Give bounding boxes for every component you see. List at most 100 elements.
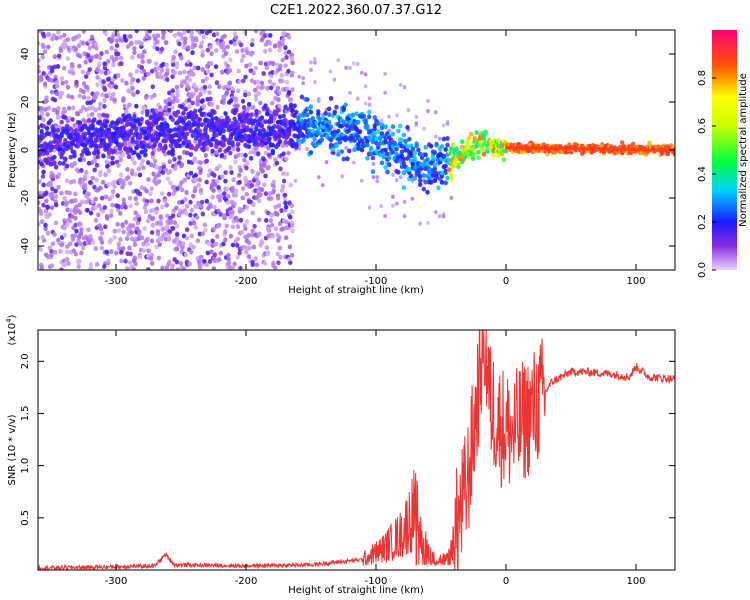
spectrogram-cell xyxy=(141,140,146,145)
spectrogram-cell xyxy=(356,96,360,101)
spectrogram-cell xyxy=(63,79,69,85)
spectrogram-cell xyxy=(155,33,161,38)
spectrogram-cell xyxy=(198,91,203,97)
spectrogram-cell xyxy=(175,120,181,125)
spectrogram-cell xyxy=(161,30,166,35)
spectrogram-cell xyxy=(223,51,229,57)
spectrogram-cell xyxy=(367,109,372,115)
spectrogram-cell xyxy=(167,97,172,102)
spectrogram-cell xyxy=(289,203,294,209)
spectrogram-cell xyxy=(251,70,256,76)
spectrogram-cell xyxy=(403,138,408,144)
spectrogram-cell xyxy=(124,236,130,242)
spectrogram-cell xyxy=(469,131,474,137)
spectrogram-cell xyxy=(297,113,303,119)
spectrogram-cell xyxy=(40,234,45,240)
spectrogram-cell xyxy=(123,37,128,43)
spectrogram-cell xyxy=(228,57,233,63)
spectrogram-cell xyxy=(159,191,165,197)
spectrogram-cell xyxy=(171,191,176,197)
spectrogram-cell xyxy=(485,149,490,155)
spectrogram-cell xyxy=(319,137,325,143)
spectrogram-cell xyxy=(50,173,56,178)
spectrogram-cell xyxy=(81,89,86,95)
spectrogram-cell xyxy=(263,33,268,38)
spectrogram-cell xyxy=(257,217,262,223)
spectrogram-cell xyxy=(344,146,348,150)
spectrogram-cell xyxy=(496,138,501,144)
spectrogram-cell xyxy=(197,141,203,147)
spectrogram-cell xyxy=(93,94,98,100)
spectrogram-cell xyxy=(177,70,183,76)
spectrogram-cell xyxy=(261,156,266,162)
spectrogram-cell xyxy=(116,228,122,234)
spectrogram-cell xyxy=(441,136,447,142)
spectrogram-cell xyxy=(237,172,242,178)
spectrogram-cell xyxy=(182,69,187,75)
spectrogram-cell xyxy=(200,231,205,237)
spectrogram-cell xyxy=(67,105,72,111)
spectrogram-cell xyxy=(39,110,44,115)
spectrogram-cell xyxy=(205,69,211,75)
spectrogram-cell xyxy=(145,218,151,224)
spectrogram-cell xyxy=(132,257,137,263)
spectrogram-cell xyxy=(350,112,356,118)
spectrogram-cell xyxy=(217,147,223,153)
spectrogram-cell xyxy=(274,160,280,166)
spectrogram-cell xyxy=(348,65,352,70)
spectrogram-cell xyxy=(86,53,91,58)
spectrogram-cell xyxy=(255,79,261,85)
spectrogram-cell xyxy=(115,33,121,38)
spectrogram-cell xyxy=(198,160,203,166)
spectrogram-cell xyxy=(172,33,177,38)
spectrogram-cell xyxy=(252,118,257,124)
spectrogram-cell xyxy=(80,245,86,251)
spectrogram-cell xyxy=(290,228,295,234)
spectrogram-cell xyxy=(77,63,82,69)
spectrogram-cell xyxy=(343,136,348,141)
spectrogram-cell xyxy=(276,195,281,201)
spectrogram-cell xyxy=(131,92,136,97)
spectrogram-cell xyxy=(39,161,44,167)
spectrogram-cell xyxy=(327,106,332,112)
spectrogram-cell xyxy=(316,126,321,132)
spectrogram-cell xyxy=(277,114,283,120)
colorbar-tick-label: 0.0 xyxy=(697,262,708,278)
spectrogram-cell xyxy=(162,111,168,117)
spectrogram-cell xyxy=(226,194,231,199)
spectrogram-cell xyxy=(202,222,208,228)
spectrogram-cell xyxy=(207,30,213,34)
spectrogram-cell xyxy=(312,136,317,142)
spectrogram-cell xyxy=(101,79,106,85)
spectrogram-cell xyxy=(108,237,113,243)
spectrogram-cell xyxy=(73,251,79,257)
spectrogram-cell xyxy=(84,170,89,176)
spectrogram-cell xyxy=(230,86,235,91)
spectrogram-cell xyxy=(158,214,163,220)
spectrogram-cell xyxy=(245,125,250,131)
spectrogram-cell xyxy=(92,167,97,173)
spectrogram-cell xyxy=(39,219,45,225)
spectrogram-cell xyxy=(164,62,169,68)
spectrogram-cell xyxy=(472,152,477,158)
spectrogram-cell xyxy=(70,117,75,122)
spectrogram-cell xyxy=(216,185,221,190)
spectrogram-cell xyxy=(434,210,438,215)
spectrogram-cell xyxy=(208,44,213,50)
spectrogram-cell xyxy=(159,111,164,117)
spectrogram-cell xyxy=(214,80,220,86)
spectrogram-x-tick-label: -200 xyxy=(235,276,258,287)
spectrogram-cell xyxy=(188,199,193,205)
spectrogram-cell xyxy=(103,194,109,200)
spectrogram-cell xyxy=(62,32,67,38)
spectrogram-cell xyxy=(282,196,288,202)
spectrogram-cell xyxy=(41,123,46,129)
spectrogram-cell xyxy=(228,233,234,239)
spectrogram-cell xyxy=(279,208,284,213)
spectrogram-cell xyxy=(277,103,282,109)
snr-x-axis-label: Height of straight line (km) xyxy=(288,585,424,596)
spectrogram-cell xyxy=(186,85,191,91)
spectrogram-cell xyxy=(153,175,158,180)
spectrogram-cell xyxy=(81,40,86,46)
spectrogram-cell xyxy=(188,124,194,129)
